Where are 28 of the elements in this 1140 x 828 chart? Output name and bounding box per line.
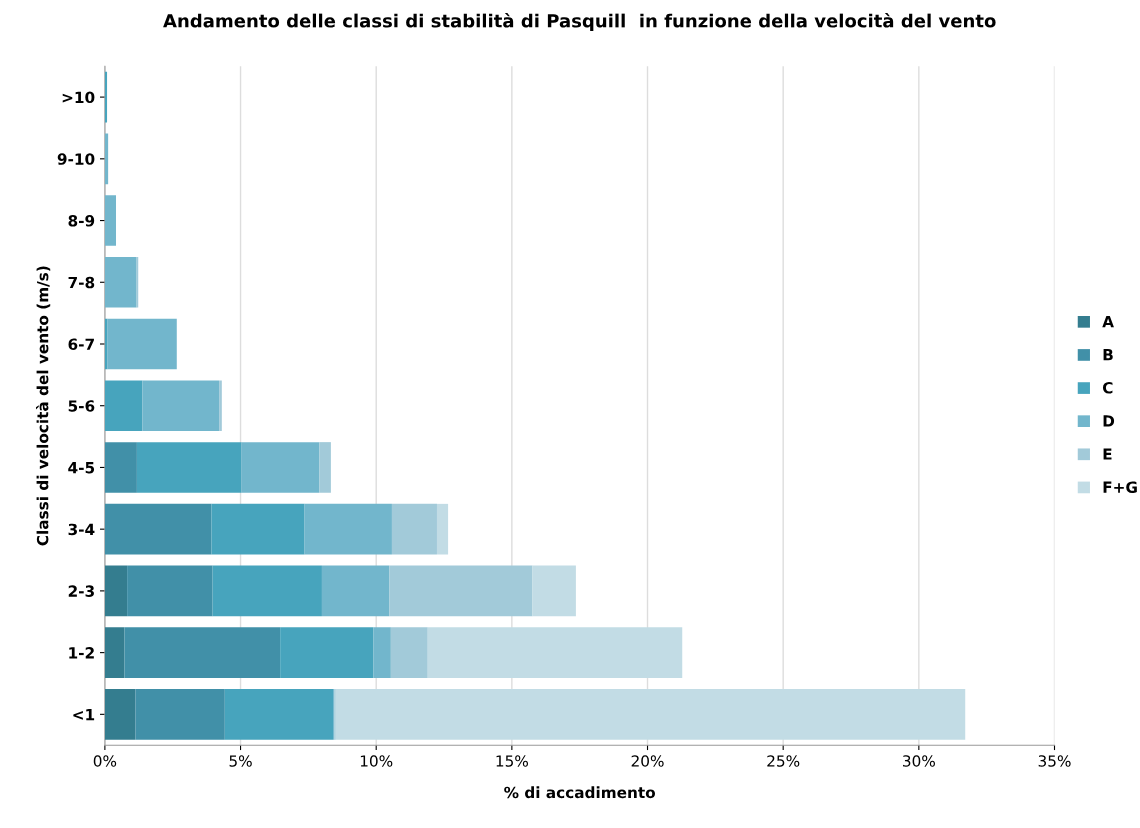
x-axis-title: % di accadimento [504,786,656,799]
x-tick-label: 5% [229,755,252,767]
x-tick-label: 35% [1038,755,1071,767]
x-tick-label: 15% [496,755,528,767]
legend-label: B [1103,349,1113,361]
legend-label: D [1103,415,1115,427]
y-axis-title: Classi di velocità del vento (m/s) [35,266,51,546]
x-tick-label: 30% [903,755,935,767]
y-tick-label: >10 [62,91,95,104]
y-tick-label: 6-7 [68,338,94,351]
x-tick-label: 20% [631,755,664,767]
x-tick-label: 0% [93,755,117,767]
y-tick-label: 2-3 [68,585,94,597]
x-tick-label: 10% [360,755,393,767]
y-tick-label: 4-5 [68,462,95,474]
legend-label: F+G [1103,481,1137,493]
legend-label: A [1102,316,1114,328]
y-tick-label: 1-2 [69,647,94,659]
y-tick-label: 9-10 [57,153,95,165]
y-tick-label: 7-8 [68,276,95,289]
chart-title: Andamento delle classi di stabilità di Pasquill in funzione della velocità del vento [163,12,996,32]
y-tick-label: 8-9 [68,215,95,227]
x-tick-label: 25% [767,755,800,767]
legend-label: E [1103,448,1112,460]
legend-label: C [1102,382,1113,394]
y-tick-label: <1 [73,709,95,721]
y-tick-label: 3-4 [68,523,95,536]
y-tick-label: 5-6 [68,400,95,412]
